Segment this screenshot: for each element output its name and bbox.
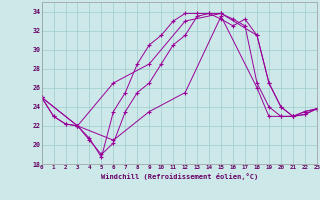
X-axis label: Windchill (Refroidissement éolien,°C): Windchill (Refroidissement éolien,°C) (100, 173, 258, 180)
